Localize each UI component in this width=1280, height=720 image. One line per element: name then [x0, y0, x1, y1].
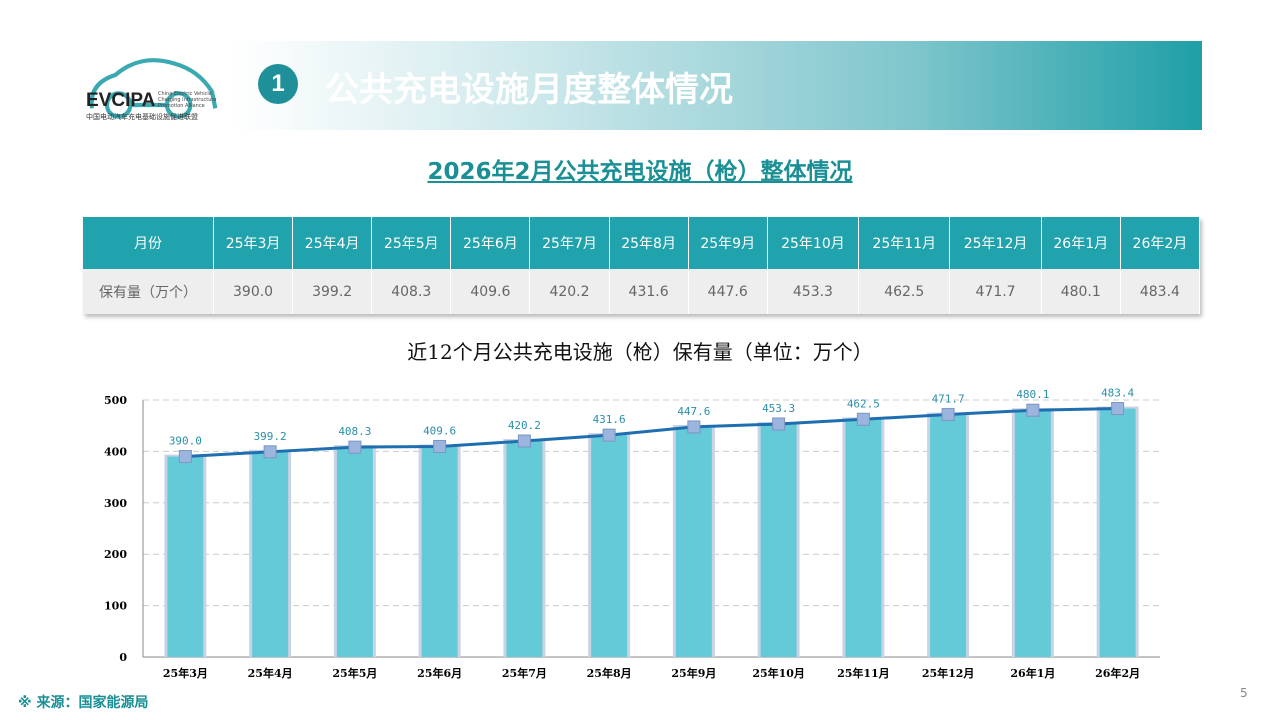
bar [675, 426, 712, 657]
data-marker [517, 434, 531, 448]
month-header: 25年6月 [450, 217, 531, 269]
month-header: 25年8月 [609, 217, 689, 269]
month-header: 25年12月 [949, 217, 1042, 269]
month-header: 25年4月 [292, 217, 373, 269]
value-cell: 447.6 [688, 269, 768, 314]
bar [591, 435, 628, 657]
logo-name: EVCIPA [86, 90, 156, 111]
month-header: 25年10月 [767, 217, 860, 269]
bar [845, 419, 882, 657]
data-marker [602, 428, 616, 442]
month-header: 26年2月 [1120, 217, 1201, 269]
bar [506, 441, 543, 657]
source-note: ※ 来源：国家能源局 [18, 695, 149, 711]
data-marker [178, 450, 192, 464]
series-line [185, 407, 1118, 459]
data-marker [433, 439, 447, 453]
month-header: 25年9月 [688, 217, 768, 269]
bar [1099, 408, 1136, 657]
row-label: 保有量（万个） [83, 269, 214, 314]
value-cell: 483.4 [1120, 269, 1201, 314]
data-label: 390.0 [169, 435, 202, 448]
data-label: 409.6 [423, 424, 456, 437]
x-tick-label: 26年2月 [1095, 666, 1140, 680]
data-marker [941, 408, 955, 422]
x-tick-label: 25年8月 [587, 666, 632, 680]
y-tick-label: 100 [104, 600, 127, 613]
data-marker [687, 420, 701, 434]
month-header: 25年5月 [371, 217, 452, 269]
data-marker [1111, 402, 1125, 416]
value-cell: 390.0 [213, 269, 294, 314]
data-label: 447.6 [677, 405, 710, 418]
logo-cn: 中国电动汽车充电基础设施促进联盟 [86, 113, 198, 121]
bar [1014, 410, 1051, 657]
value-cell: 431.6 [609, 269, 689, 314]
y-tick-label: 300 [104, 497, 127, 510]
chart-title: 近12个月公共充电设施（枪）保有量（单位：万个） [407, 340, 873, 364]
data-label: 431.6 [593, 413, 626, 426]
y-tick-label: 0 [119, 651, 127, 664]
page-number: 5 [1240, 686, 1248, 700]
data-label: 399.2 [254, 430, 287, 443]
data-marker [263, 445, 277, 459]
x-tick-label: 25年10月 [752, 666, 805, 680]
data-label: 408.3 [338, 425, 371, 438]
value-cell: 453.3 [767, 269, 860, 314]
data-marker [772, 417, 786, 431]
x-tick-label: 26年1月 [1010, 666, 1055, 680]
y-tick-label: 500 [104, 394, 127, 407]
header-label: 月份 [83, 217, 214, 269]
data-label: 462.5 [847, 397, 880, 410]
bar [167, 456, 204, 657]
data-label: 453.3 [762, 402, 795, 415]
value-cell: 399.2 [292, 269, 373, 314]
bar [930, 414, 967, 657]
page-title: 公共充电设施月度整体情况 [325, 70, 733, 110]
data-label: 420.2 [508, 419, 541, 432]
data-label: 480.1 [1016, 388, 1049, 401]
value-cell: 462.5 [858, 269, 951, 314]
data-marker [1026, 403, 1040, 417]
month-header: 25年7月 [529, 217, 610, 269]
header-banner [232, 41, 1202, 130]
data-label: 471.7 [932, 393, 965, 406]
value-cell: 408.3 [371, 269, 452, 314]
section-number: 1 [258, 64, 298, 104]
data-label: 483.4 [1101, 387, 1134, 400]
month-header: 25年11月 [858, 217, 951, 269]
month-header: 26年1月 [1041, 217, 1121, 269]
value-cell: 420.2 [529, 269, 610, 314]
bar [421, 446, 458, 657]
x-tick-label: 25年12月 [922, 666, 975, 680]
x-tick-label: 25年5月 [332, 666, 377, 680]
value-cell: 409.6 [450, 269, 531, 314]
subtitle: 2026年2月公共充电设施（枪）整体情况 [427, 159, 853, 185]
x-tick-label: 25年9月 [671, 666, 716, 680]
logo-sub: China Electric Vehicle Charging Infrastr… [158, 91, 217, 109]
x-tick-label: 25年11月 [837, 666, 890, 680]
bar [336, 447, 373, 657]
data-marker [348, 440, 362, 454]
bar [760, 424, 797, 657]
value-cell: 480.1 [1041, 269, 1121, 314]
x-tick-label: 25年3月 [163, 666, 208, 680]
data-table: 月份 25年3月 25年4月 25年5月 25年6月 25年7月 25年8月 25年9月 25年… [83, 217, 1201, 314]
value-cell: 471.7 [949, 269, 1042, 314]
bar [252, 451, 289, 657]
x-tick-label: 25年4月 [248, 666, 293, 680]
data-marker [856, 412, 870, 426]
y-tick-label: 200 [104, 548, 127, 561]
x-tick-label: 25年7月 [502, 666, 547, 680]
car-plug-icon [89, 58, 218, 119]
y-tick-label: 400 [104, 445, 127, 458]
x-tick-label: 25年6月 [417, 666, 462, 680]
month-header: 25年3月 [213, 217, 294, 269]
